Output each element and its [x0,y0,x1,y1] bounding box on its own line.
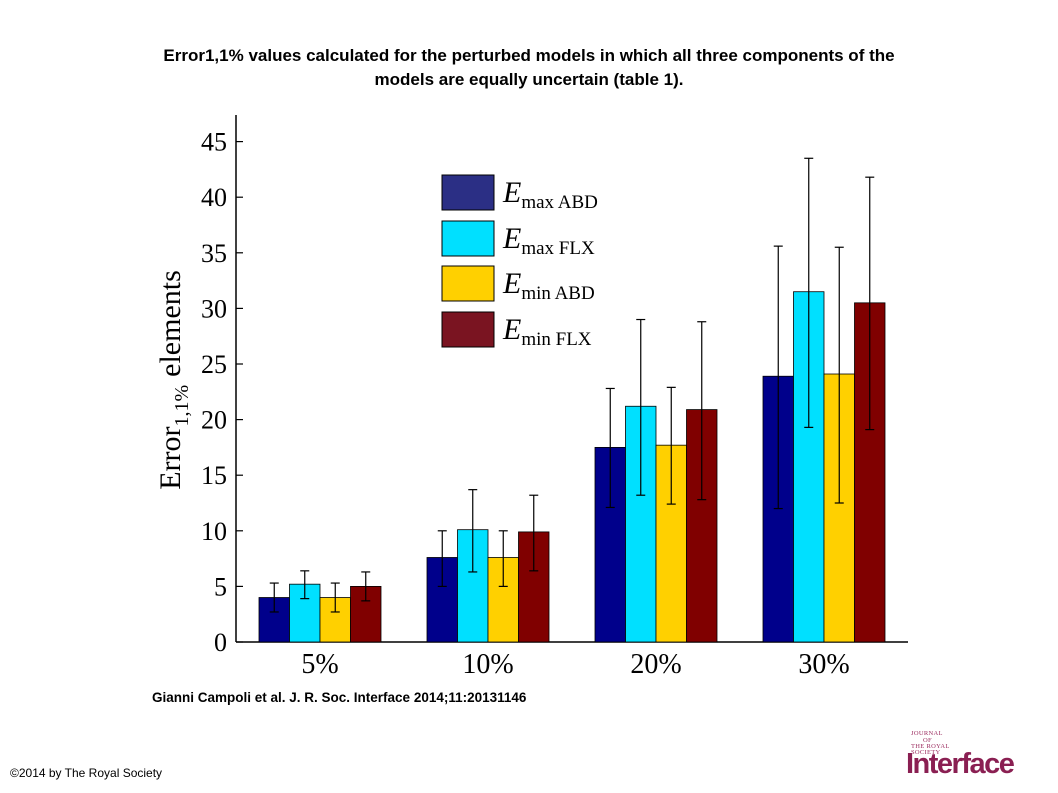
plot-area: 0 5 10 15 20 25 30 35 40 45 5% 10% 20% 30% Emax ABD Ema… [201,115,908,680]
y-tick-label: 10 [201,517,227,546]
y-tick-label: 5 [214,572,227,601]
x-tick-label: 5% [301,649,338,680]
slide-title: Error1,1% values calculated for the pert… [40,44,1018,92]
legend-label: Emin ABD [502,267,595,304]
y-axis-label: Error1,1% elements [154,270,193,490]
bar [350,586,382,643]
logo-line-4: SOCIETY [911,749,941,756]
citation: Gianni Campoli et al. J. R. Soc. Interfa… [152,690,527,705]
y-tick-label: 30 [201,294,227,323]
y-tick-label: 35 [201,239,227,268]
y-axis-label-main: Error [154,426,187,489]
y-tick-label: 0 [214,628,227,657]
legend-label: Emin FLX [502,313,592,350]
y-tick-label: 20 [201,406,227,435]
logo-line-3: THE ROYAL [911,743,950,750]
svg-text:Error1,1%elements: Error1,1% elements [154,270,193,490]
x-tick-label: 10% [462,649,513,680]
copyright: ©2014 by The Royal Society [10,766,163,780]
x-tick-label: 20% [630,649,681,680]
legend-swatch [441,265,495,302]
x-tick-label: 30% [798,649,849,680]
slide-title-line-2: models are equally uncertain (table 1). [374,70,684,89]
y-tick-label: 45 [201,128,227,157]
legend-label: Emax FLX [502,222,595,259]
bar [457,529,489,643]
slide-title-line-1: Error1,1% values calculated for the pert… [163,46,895,65]
legend-swatch [441,220,495,257]
y-tick-label: 40 [201,183,227,212]
y-axis-label-tail: elements [154,270,187,377]
legend-swatch [441,311,495,348]
y-tick-label: 15 [201,461,227,490]
logo-line-2: OF [923,737,932,744]
logo-line-1: JOURNAL [911,730,943,737]
logo-word: Interface [906,748,1015,780]
legend-swatch [441,174,495,211]
y-tick-label: 25 [201,350,227,379]
journal-logo: JOURNAL OF THE ROYAL SOCIETY Interface [903,730,1015,780]
y-axis-label-sub: 1,1% [171,385,193,427]
legend-label: Emax ABD [502,176,598,213]
